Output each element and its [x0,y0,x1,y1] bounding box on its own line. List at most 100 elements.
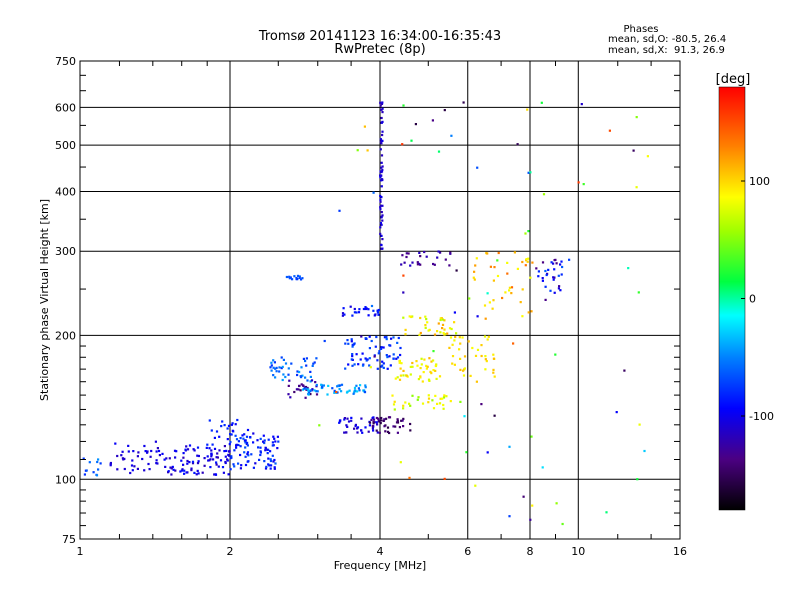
data-point [381,178,384,181]
data-point [243,433,246,436]
data-point [184,448,187,451]
data-point [443,333,446,336]
data-point [385,338,388,341]
data-point [467,340,470,343]
data-point [350,416,353,419]
data-point [398,426,401,429]
data-point [392,425,395,428]
y-tick-label: 100 [55,473,76,486]
data-point [463,367,466,370]
data-point [357,387,360,390]
data-point [97,468,100,471]
data-point [132,450,135,453]
data-point [215,456,218,459]
data-point [352,392,355,395]
data-point [416,261,419,264]
data-point [371,424,374,428]
data-point [127,444,130,447]
data-point [405,255,408,259]
data-point [391,394,394,397]
data-point [274,462,277,465]
data-point [270,464,273,467]
data-point [351,343,354,346]
data-point [263,460,266,463]
data-point [305,364,308,367]
data-point [411,361,414,365]
data-point [368,421,372,424]
data-point [501,296,504,300]
data-point [526,260,529,263]
data-point [227,473,230,476]
data-point [529,171,532,174]
data-point [137,451,140,454]
data-point [380,211,383,214]
data-point [627,267,630,270]
data-point [439,318,442,322]
x-tick-label: 8 [527,545,534,558]
data-point [364,357,367,360]
stats-x-line: mean, sd,X: 91.3, 26.9 [608,45,725,56]
x-tick-label: 1 [77,545,84,558]
data-point [455,332,458,335]
data-point [380,223,383,226]
data-point [381,111,384,114]
data-point [365,337,368,340]
data-point [378,420,381,423]
data-point [231,422,234,425]
data-point [404,401,407,404]
data-point [276,447,279,450]
data-point [385,354,388,357]
data-point [492,299,495,302]
data-point [215,461,218,464]
data-point [402,291,405,294]
data-point [235,443,238,446]
data-point [216,452,219,455]
data-point [355,311,358,314]
data-point [423,250,426,254]
data-point [381,101,384,104]
data-point [183,472,186,475]
data-point [244,439,247,442]
data-point [432,359,435,362]
data-point [432,407,436,410]
data-point [409,373,412,376]
data-point [374,345,377,348]
data-point [370,339,373,343]
data-point [451,362,454,365]
data-point [377,352,380,355]
data-point [351,314,354,317]
data-point [380,244,383,247]
data-point [346,417,349,420]
data-point [237,440,240,443]
data-point [492,371,495,374]
data-point [356,390,359,393]
data-point [368,335,371,338]
data-point [429,370,432,373]
data-point [320,383,323,386]
data-point [484,355,487,358]
data-point [408,476,411,479]
data-point [246,460,249,463]
data-point [541,277,544,280]
data-point [315,357,318,360]
data-point [375,429,378,432]
data-point [386,367,389,370]
data-point [379,204,382,207]
data-point [405,374,408,377]
data-point [459,400,462,403]
data-point [120,454,123,457]
data-point [264,446,267,449]
data-point [541,466,544,469]
data-point [269,366,272,369]
data-point [491,307,494,310]
data-point [480,403,483,406]
data-point [321,386,324,389]
data-point [190,469,193,472]
data-point [313,361,316,364]
data-point [372,191,375,194]
data-point [346,390,349,393]
data-point [432,369,435,372]
data-point [338,421,341,424]
data-point [367,308,370,311]
data-point [131,469,134,472]
